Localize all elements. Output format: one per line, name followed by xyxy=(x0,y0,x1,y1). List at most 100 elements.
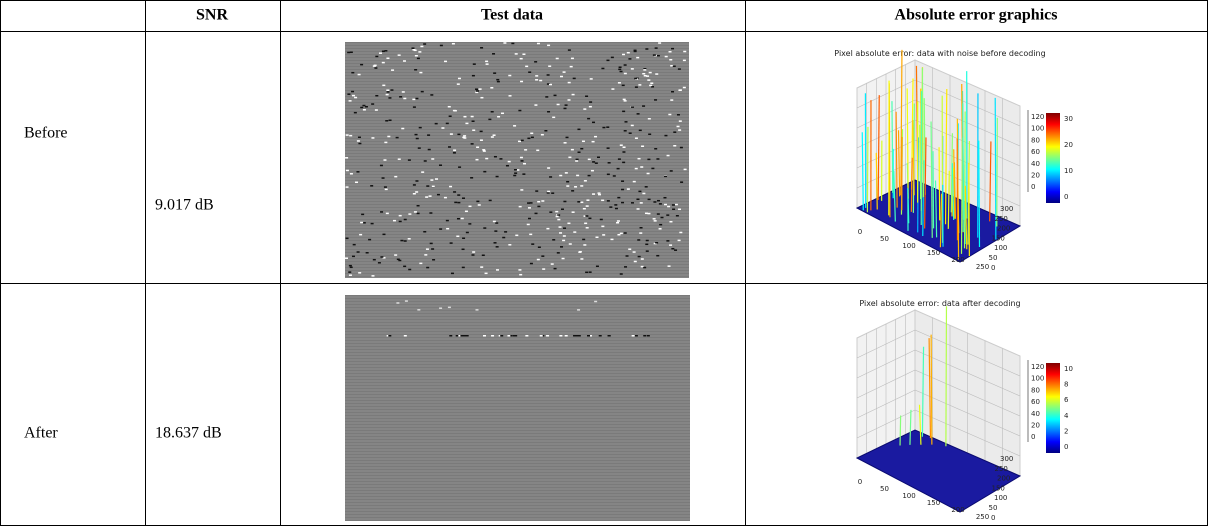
noise-dot xyxy=(664,176,667,178)
noise-dot xyxy=(621,189,624,191)
noise-dot xyxy=(656,255,659,257)
noise-dot xyxy=(557,104,560,106)
noise-dot xyxy=(679,232,682,234)
noise-dot xyxy=(535,190,538,192)
noise-dot xyxy=(638,158,641,160)
noise-dot xyxy=(643,267,646,269)
noise-dot xyxy=(592,161,595,163)
noise-dot xyxy=(638,256,641,258)
noise-dot xyxy=(354,112,357,114)
noise-dot xyxy=(403,266,406,268)
noise-dot xyxy=(520,189,523,191)
noise-dot xyxy=(645,48,648,50)
noise-dot xyxy=(415,180,418,182)
noise-dot xyxy=(654,99,657,101)
noise-dot xyxy=(421,171,424,173)
noise-dot xyxy=(670,170,673,172)
noise-dot xyxy=(602,127,605,129)
noise-dot xyxy=(491,335,494,337)
noise-dot xyxy=(659,224,662,226)
y-tick: 200 xyxy=(997,225,1010,233)
noise-dot xyxy=(645,186,648,188)
noise-dot xyxy=(380,256,383,258)
noise-dot xyxy=(648,199,651,201)
noise-dot xyxy=(480,139,483,141)
noise-dot xyxy=(589,271,592,273)
noise-dot xyxy=(414,211,417,213)
noise-dot xyxy=(418,51,421,53)
noise-dot xyxy=(380,165,383,167)
noise-dot xyxy=(462,197,465,199)
noise-dot xyxy=(636,57,639,59)
noise-dot xyxy=(649,85,652,87)
noise-dot xyxy=(589,106,592,108)
noise-dot xyxy=(508,75,511,77)
noise-dot xyxy=(450,133,453,135)
noise-dot xyxy=(588,218,591,220)
noise-dot xyxy=(471,116,474,118)
noise-dot xyxy=(366,252,369,254)
noise-dot xyxy=(492,53,495,55)
noise-dot xyxy=(427,134,430,136)
noise-dot xyxy=(607,174,610,176)
noise-dot xyxy=(358,143,361,145)
noise-dot xyxy=(557,252,560,254)
noise-dot xyxy=(528,207,531,209)
x-tick: 200 xyxy=(951,256,964,264)
noise-dot xyxy=(598,194,601,196)
noise-dot xyxy=(557,219,560,221)
noise-dot xyxy=(421,91,424,93)
noise-dot xyxy=(535,75,538,77)
noise-dot xyxy=(669,221,672,223)
noise-dot xyxy=(375,56,378,58)
noise-dot xyxy=(642,73,645,75)
noise-dot xyxy=(658,42,661,44)
z-tick: 80 xyxy=(1031,136,1040,144)
noise-dot xyxy=(595,162,598,164)
noise-dot xyxy=(444,197,447,199)
noise-dot xyxy=(634,50,637,52)
noise-dot xyxy=(382,62,385,64)
noise-dot xyxy=(462,267,465,269)
noise-dot xyxy=(566,185,569,187)
noise-dot xyxy=(534,104,537,106)
noise-dot xyxy=(440,45,443,47)
noise-dot xyxy=(577,129,580,131)
noise-dot xyxy=(617,197,620,199)
noise-dot xyxy=(660,217,663,219)
noise-dot xyxy=(468,206,471,208)
noise-dot xyxy=(383,159,386,161)
noise-dot xyxy=(401,128,404,130)
noise-dot xyxy=(640,227,643,229)
spike xyxy=(931,335,932,445)
noise-dot xyxy=(678,129,681,131)
noise-dot xyxy=(413,106,416,108)
noise-dot xyxy=(576,335,579,337)
noise-dot xyxy=(518,141,521,143)
noise-dot xyxy=(475,88,478,90)
noise-dot xyxy=(679,120,682,122)
noise-dot xyxy=(554,268,557,270)
noise-dot xyxy=(560,76,563,78)
noise-dot xyxy=(424,160,427,162)
noise-dot xyxy=(650,82,653,84)
noise-dot xyxy=(633,181,636,183)
noise-dot xyxy=(531,137,534,139)
noise-dot xyxy=(647,79,650,81)
noise-dot xyxy=(547,74,550,76)
noise-dot xyxy=(345,257,348,259)
colorbar-tick: 0 xyxy=(1064,443,1068,451)
noise-dot xyxy=(670,65,673,67)
noise-dot xyxy=(475,92,478,94)
noise-dot xyxy=(590,78,593,80)
noise-dot xyxy=(594,301,597,303)
header-cell: SNR xyxy=(196,7,228,24)
noise-dot xyxy=(684,169,687,171)
noise-dot xyxy=(374,67,377,69)
noise-dot xyxy=(465,123,468,125)
noise-dot xyxy=(568,82,571,84)
noise-dot xyxy=(448,146,451,148)
noise-dot xyxy=(616,222,619,224)
noise-dot xyxy=(585,272,588,274)
noise-dot xyxy=(429,212,432,214)
